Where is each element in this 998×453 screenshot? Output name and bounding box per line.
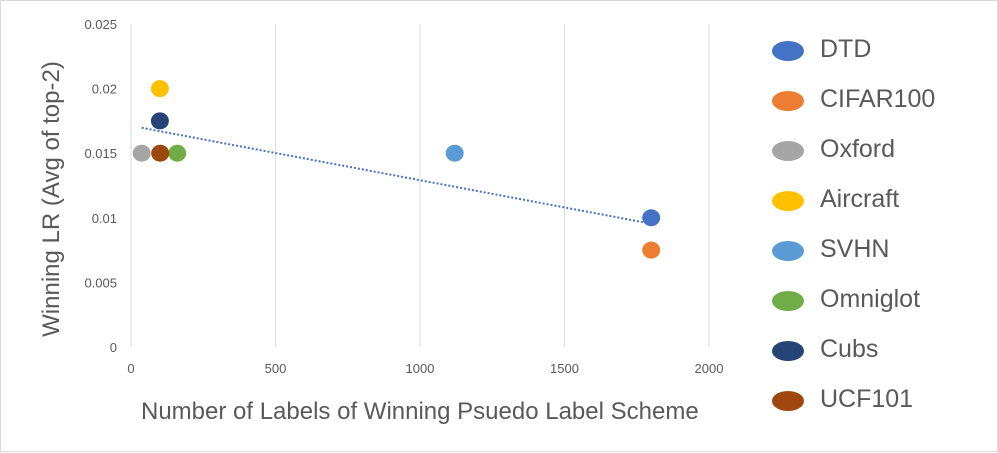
data-point-svhn <box>445 144 464 162</box>
legend-label: Omniglot <box>820 285 921 313</box>
data-point-dtd <box>642 209 661 227</box>
legend-item-dtd: DTD <box>766 33 986 83</box>
y-tick-label: 0.015 <box>84 146 117 161</box>
y-tick-label: 0.01 <box>92 211 117 226</box>
legend-marker-icon <box>772 391 804 411</box>
y-tick-label: 0.005 <box>84 275 117 290</box>
legend-marker-icon <box>772 41 804 61</box>
x-axis-title: Number of Labels of Winning Psuedo Label… <box>141 398 699 425</box>
data-point-cifar100 <box>642 241 661 259</box>
legend-item-cubs: Cubs <box>766 333 986 383</box>
x-tick-label: 1000 <box>406 361 435 376</box>
legend-item-aircraft: Aircraft <box>766 183 986 233</box>
y-tick-label: 0.02 <box>92 82 117 97</box>
legend-label: SVHN <box>820 235 890 263</box>
x-tick-label: 2000 <box>695 361 724 376</box>
legend-marker-icon <box>772 191 804 211</box>
x-tick-label: 1500 <box>550 361 579 376</box>
y-tick-label: 0.025 <box>84 17 117 32</box>
y-tick-label: 0 <box>110 340 117 355</box>
legend-marker-icon <box>772 291 804 311</box>
x-tick-label: 500 <box>265 361 287 376</box>
legend-label: DTD <box>820 35 872 63</box>
legend-marker-icon <box>772 241 804 261</box>
gridlines <box>130 24 710 347</box>
legend-label: Aircraft <box>820 185 900 213</box>
y-tick-labels: 0 0.005 0.01 0.015 0.02 0.025 <box>84 17 117 355</box>
data-point-ucf101 <box>151 144 170 162</box>
data-point-omniglot <box>168 144 187 162</box>
chart-legend: DTD CIFAR100 Oxford Aircraft SVHN Omniglot Cub… <box>766 33 986 433</box>
legend-item-cifar100: CIFAR100 <box>766 83 986 133</box>
x-tick-labels: 0 500 1000 1500 2000 <box>127 361 723 376</box>
trendline-layer <box>141 126 652 225</box>
x-tick-label: 0 <box>127 361 134 376</box>
trendline <box>141 126 652 225</box>
legend-label: CIFAR100 <box>820 85 936 113</box>
legend-marker-icon <box>772 91 804 111</box>
data-point-aircraft <box>150 80 169 98</box>
legend-marker-icon <box>772 141 804 161</box>
legend-item-omniglot: Omniglot <box>766 283 986 333</box>
data-point-oxford <box>132 144 151 162</box>
data-point-cubs <box>150 112 169 130</box>
legend-marker-icon <box>772 341 804 361</box>
y-axis-title: Winning LR (Avg of top-2) <box>38 61 65 337</box>
data-points <box>132 80 661 259</box>
legend-label: Cubs <box>820 335 879 363</box>
legend-label: UCF101 <box>820 385 914 413</box>
legend-label: Oxford <box>820 135 896 163</box>
legend-item-svhn: SVHN <box>766 233 986 283</box>
legend-item-ucf101: UCF101 <box>766 383 986 433</box>
legend-item-oxford: Oxford <box>766 133 986 183</box>
